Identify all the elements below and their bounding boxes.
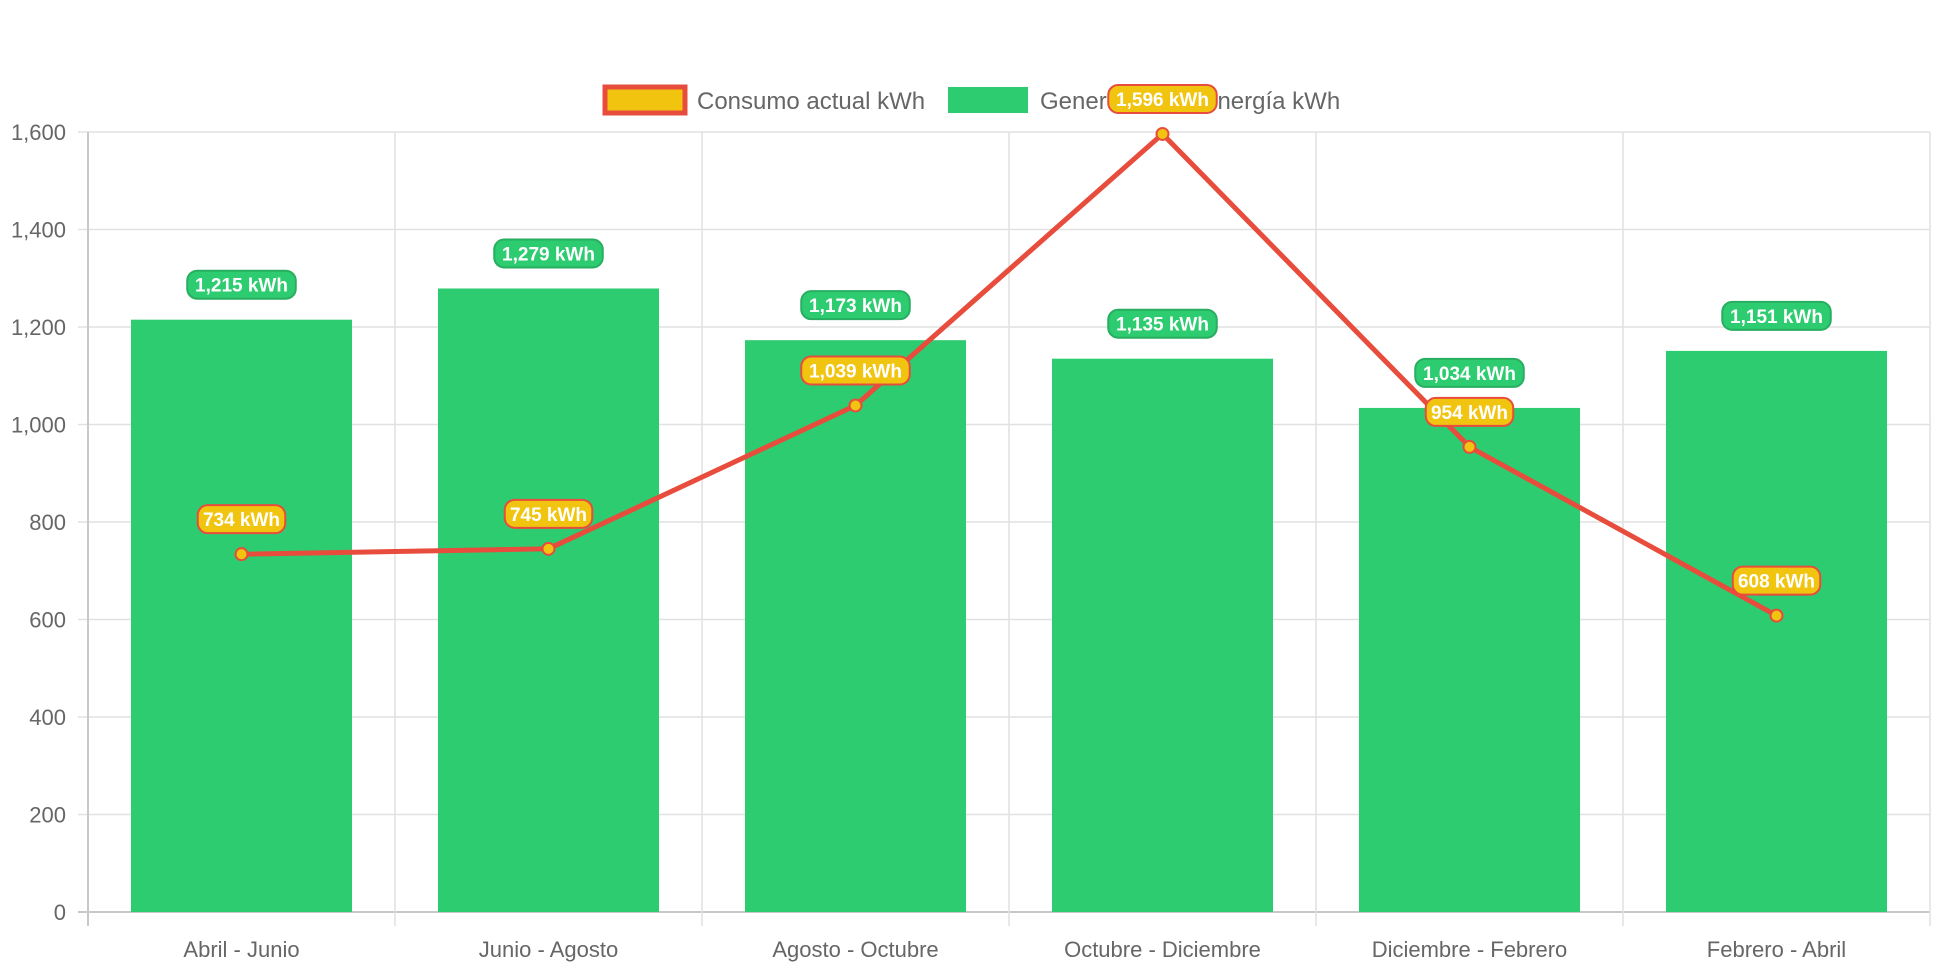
y-tick-label: 400 [29,705,66,730]
y-tick-label: 0 [54,900,66,925]
bar[interactable] [130,319,353,912]
bar-data-label-text: 1,279 kWh [502,244,595,265]
bar-data-label-text: 1,215 kWh [195,276,288,297]
line-series [234,126,1784,623]
legend-swatch-generacion [948,87,1028,113]
y-tick-label: 200 [29,803,66,828]
y-tick-label: 1,200 [11,315,66,340]
bar-data-label-bg [493,238,604,269]
bar-data-label: 1,034 kWh [1414,357,1525,388]
bar-data-label: 1,135 kWh [1107,308,1218,339]
bar-data-label-text: 1,151 kWh [1730,307,1823,328]
line-data-label: 745 kWh [503,498,594,529]
bar[interactable] [744,340,967,913]
line-data-label-bg [800,355,911,386]
bar-data-label: 1,151 kWh [1721,300,1832,331]
line-data-label: 1,039 kWh [800,355,911,386]
y-tick-label: 1,000 [11,413,66,438]
line-data-label: 1,596 kWh [1107,83,1218,114]
line-data-label-bg [196,504,287,535]
bar-data-label-bg [186,269,297,300]
grid-lines [78,131,1931,926]
line-data-label-text: 745 kWh [510,505,587,526]
line-data-label-bg [1107,83,1218,114]
bar[interactable] [1358,407,1581,912]
line-data-label: 608 kWh [1731,565,1822,596]
bar-data-label-text: 1,173 kWh [809,296,902,317]
x-tick-label: Abril - Junio [183,937,299,962]
bar-data-label-bg [1721,300,1832,331]
legend-swatch-consumo [602,84,688,116]
line-data-label-text: 1,039 kWh [809,361,902,382]
y-tick-label: 800 [29,510,66,535]
line-point[interactable] [234,547,249,562]
bar-data-label: 1,279 kWh [493,238,604,269]
line-data-label-bg [1731,565,1822,596]
line-point[interactable] [848,398,863,413]
bar-data-label: 1,173 kWh [800,290,911,321]
line-data-label-text: 734 kWh [203,510,280,531]
bar[interactable] [1665,350,1888,912]
line-point[interactable] [1769,608,1784,623]
bar-data-label-bg [1414,357,1525,388]
bar[interactable] [437,288,660,912]
line-data-label: 954 kWh [1424,396,1515,427]
bar-data-label-text: 1,135 kWh [1116,315,1209,336]
x-tick-label: Agosto - Octubre [772,937,938,962]
bar-data-label-bg [800,290,911,321]
y-tick-label: 1,600 [11,120,66,145]
bar-data-label: 1,215 kWh [186,269,297,300]
line-data-label-bg [503,498,594,529]
consumption-line [239,131,1779,619]
x-tick-label: Diciembre - Febrero [1372,937,1568,962]
line-point[interactable] [541,541,556,556]
y-tick-label: 600 [29,608,66,633]
x-tick-label: Octubre - Diciembre [1064,937,1261,962]
line-point[interactable] [1155,126,1170,141]
legend-item-consumo[interactable]: Consumo actual kWh [602,84,925,116]
x-tick-label: Junio - Agosto [479,937,618,962]
line-data-label-text: 608 kWh [1738,572,1815,593]
x-tick-label: Febrero - Abril [1707,937,1846,962]
legend-label-consumo: Consumo actual kWh [697,88,925,115]
line-data-label: 734 kWh [196,504,287,535]
line-data-label-text: 1,596 kWh [1116,90,1209,111]
bar-data-label-text: 1,034 kWh [1423,364,1516,385]
line-data-label-bg [1424,396,1515,427]
line-data-label-text: 954 kWh [1431,403,1508,424]
bar-series [130,288,1888,913]
y-tick-label: 1,400 [11,218,66,243]
bar-data-label-bg [1107,308,1218,339]
data-labels: 1,215 kWh 1,279 kWh 1,173 kWh 1,135 kWh 1,03… [186,83,1832,596]
axes: 0 200 400 600 800 1,000 1,200 1,400 1,600 Abril -… [11,120,1846,962]
line-point[interactable] [1462,439,1477,454]
bar[interactable] [1051,358,1274,912]
